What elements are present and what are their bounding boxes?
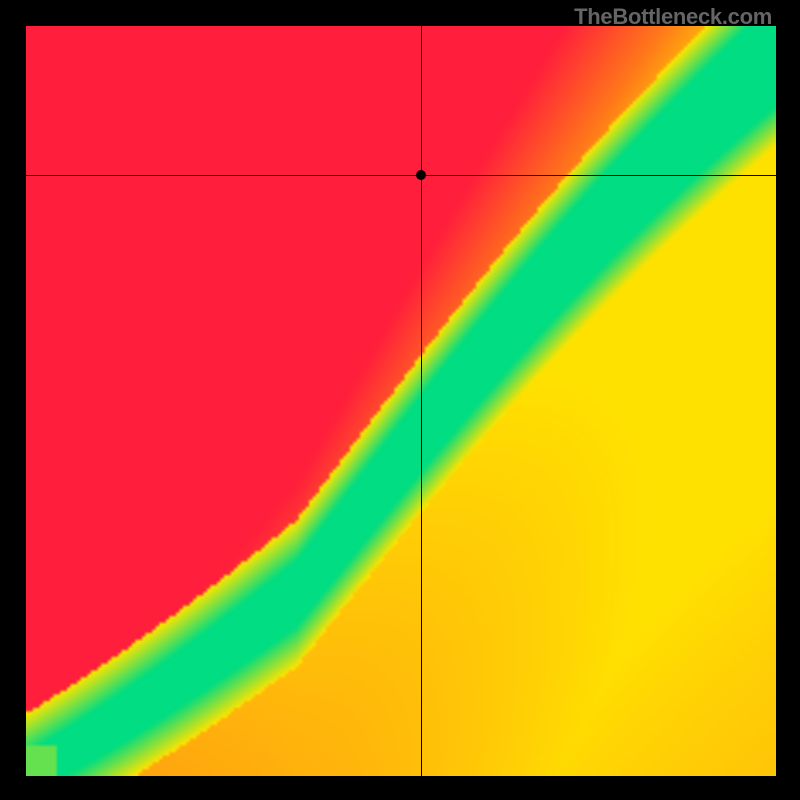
heatmap-canvas (26, 26, 776, 776)
crosshair-horizontal (0, 175, 800, 176)
chart-container: TheBottleneck.com (0, 0, 800, 800)
heatmap-plot (26, 26, 776, 776)
crosshair-vertical (421, 26, 422, 776)
marker-dot (416, 170, 426, 180)
watermark-text: TheBottleneck.com (574, 4, 772, 30)
